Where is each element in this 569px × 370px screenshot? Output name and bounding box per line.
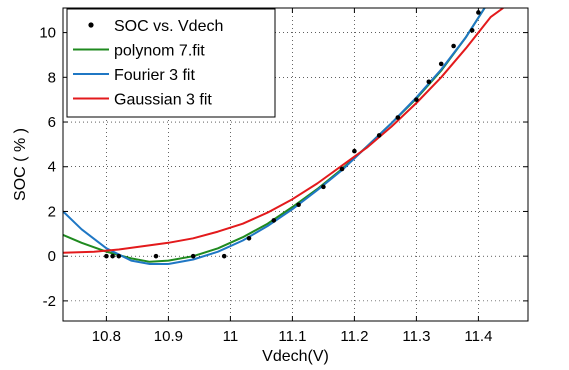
x-tick-label: 11.2 (340, 328, 368, 345)
data-point (221, 253, 227, 259)
data-point (116, 253, 122, 259)
y-tick-label: 2 (48, 203, 56, 220)
data-point (321, 184, 326, 190)
x-tick-label: 11.3 (402, 328, 430, 345)
x-tick-label: 10.8 (92, 328, 121, 345)
y-tick-label: 8 (48, 69, 56, 86)
data-point (352, 148, 357, 154)
series-layer (63, 8, 504, 265)
legend-marker (88, 22, 94, 28)
y-tick-label: 6 (48, 114, 56, 131)
data-point (469, 28, 475, 33)
ticks: 10.8 10.9 11 11.1 11.2 11.3 11.4 -2 0 2 4 6 8 10 (39, 8, 528, 345)
legend-label: Fourier 3 fit (114, 67, 195, 84)
y-tick-label: -2 (43, 293, 56, 310)
data-point (376, 133, 382, 138)
data-point (246, 235, 252, 241)
data-point (190, 253, 196, 259)
legend-box (66, 8, 276, 118)
data-point (110, 253, 115, 259)
x-tick-label: 11.4 (464, 328, 492, 345)
y-axis-label: SOC ( % ) (12, 128, 29, 201)
x-tick-label: 11.1 (278, 328, 306, 345)
data-point (438, 61, 444, 67)
y-tick-label: 4 (48, 159, 56, 176)
legend-label: SOC vs. Vdech (114, 18, 223, 35)
x-axis-label: Vdech(V) (262, 348, 329, 365)
data-point (395, 115, 401, 120)
legend-label: Gaussian 3 fit (114, 92, 212, 109)
series-line-gaussian-3-fit (63, 8, 504, 254)
y-tick-label: 0 (48, 248, 56, 265)
plot-frame (62, 7, 529, 322)
x-tick-label: 11 (223, 328, 239, 345)
data-point (153, 253, 159, 259)
data-point (451, 43, 456, 49)
data-point (414, 97, 419, 102)
data-point (426, 79, 432, 85)
legend-label: polynom 7.fit (114, 43, 205, 60)
y-tick-label: 10 (39, 25, 56, 42)
legend: SOC vs. Vdech polynom 7.fit Fourier 3 fit G… (66, 8, 276, 118)
data-point (296, 202, 301, 208)
data-point (339, 166, 345, 172)
data-point (104, 253, 109, 259)
data-point (271, 218, 277, 223)
x-tick-label: 10.9 (154, 328, 183, 345)
